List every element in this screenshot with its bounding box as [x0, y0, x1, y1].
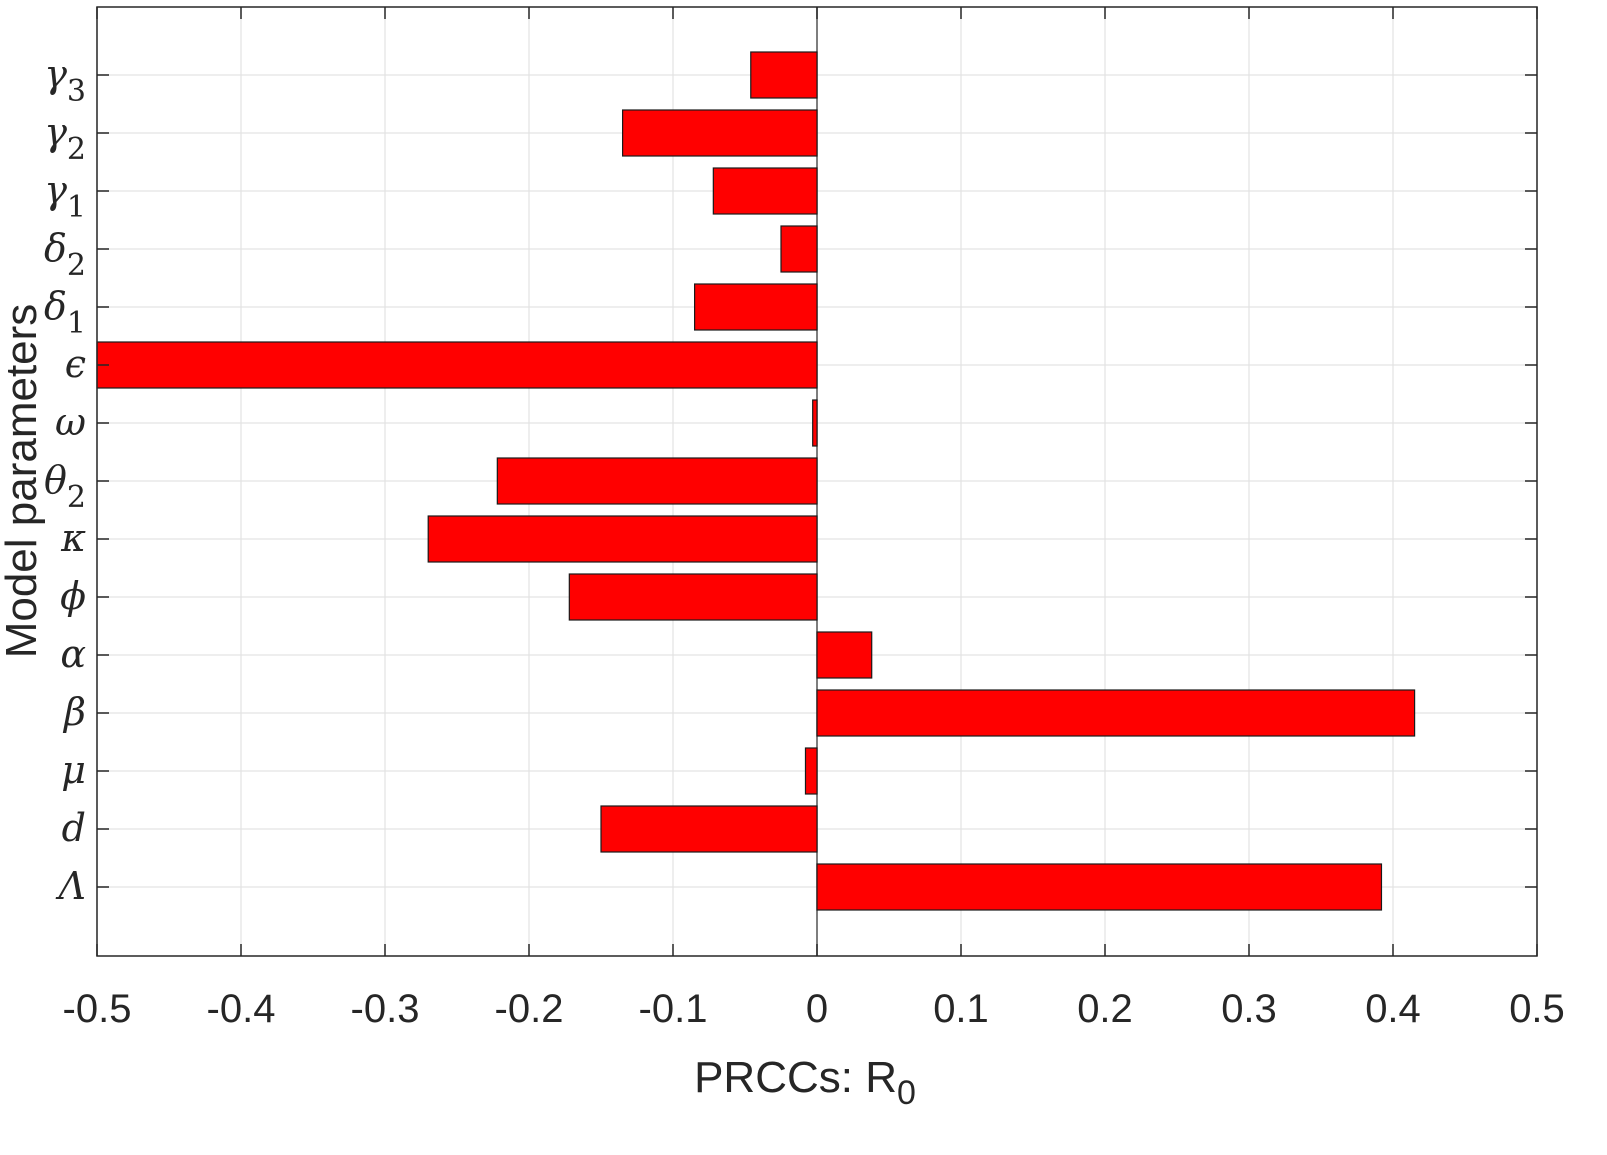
x-axis-title-sub: 0 — [897, 1074, 916, 1112]
x-tick-label: -0.2 — [495, 987, 564, 1031]
y-tick-label-base: θ — [44, 458, 67, 502]
bar — [496, 457, 818, 505]
y-tick-label: α — [60, 632, 86, 676]
bar — [712, 167, 818, 215]
y-tick-label: d — [62, 806, 86, 850]
x-tick-label: -0.3 — [351, 987, 420, 1031]
y-tick-label-base: γ — [44, 52, 67, 96]
bar — [804, 747, 818, 795]
y-tick-label-base: γ — [44, 168, 67, 212]
x-tick-labels: -0.5 -0.4 -0.3 -0.2 -0.1 0 0.1 0.2 0.3 0.4 0.5 — [63, 987, 1565, 1031]
x-tick-label: 0.2 — [1077, 987, 1133, 1031]
y-tick-label-base: ϕ — [60, 574, 86, 618]
y-tick-label-base: γ — [44, 110, 67, 154]
y-tick-label-base: β — [62, 690, 86, 734]
y-axis-title: Model parameters — [0, 304, 46, 659]
y-tick-label: γ2 — [44, 110, 86, 167]
y-tick-label-base: κ — [60, 516, 86, 560]
x-tick-label: 0.5 — [1509, 987, 1565, 1031]
y-tick-label: ϕ — [60, 574, 86, 618]
y-tick-label-base: Λ — [56, 864, 86, 908]
x-tick-label: -0.5 — [63, 987, 132, 1031]
bar — [600, 805, 818, 853]
bar — [812, 399, 818, 447]
y-tick-label: γ3 — [44, 52, 86, 109]
y-tick-label: μ — [61, 748, 86, 792]
y-tick-label: θ2 — [44, 458, 86, 515]
bar — [621, 109, 818, 157]
x-tick-label: 0.3 — [1221, 987, 1277, 1031]
x-axis-title: PRCCs: R0 — [694, 1053, 916, 1112]
y-tick-label-sub: 2 — [67, 132, 86, 167]
y-tick-label: β — [62, 690, 86, 734]
tick-marks — [96, 7, 1538, 956]
y-tick-label: κ — [60, 516, 86, 560]
bar — [816, 863, 1383, 911]
y-tick-label-sub: 2 — [67, 248, 86, 283]
bar — [816, 689, 1416, 737]
bar — [750, 51, 818, 99]
x-tick-label: -0.4 — [207, 987, 276, 1031]
y-tick-label: Λ — [56, 864, 86, 908]
y-tick-label: ω — [55, 400, 86, 444]
y-tick-label-base: δ — [44, 284, 67, 328]
y-tick-label-sub: 3 — [67, 74, 86, 109]
y-tick-label-sub: 2 — [67, 480, 86, 515]
bar — [96, 341, 818, 389]
bar — [816, 631, 873, 679]
x-tick-label: 0.4 — [1365, 987, 1421, 1031]
y-tick-label-sub: 1 — [67, 190, 86, 225]
y-tick-label-base: δ — [44, 226, 67, 270]
bar — [427, 515, 818, 563]
x-tick-label: -0.1 — [639, 987, 708, 1031]
x-axis-title-main: PRCCs: R — [694, 1053, 897, 1102]
bars — [96, 51, 1416, 911]
x-tick-label: 0 — [806, 987, 828, 1031]
y-tick-label: δ1 — [44, 284, 86, 341]
bar — [568, 573, 818, 621]
bar — [693, 283, 818, 331]
y-tick-label: ϵ — [65, 342, 86, 386]
y-tick-label-base: ϵ — [65, 342, 86, 386]
x-tick-label: 0.1 — [933, 987, 989, 1031]
y-tick-label: δ2 — [44, 226, 86, 283]
y-tick-label-base: ω — [55, 400, 86, 444]
y-tick-label: γ1 — [44, 168, 86, 225]
y-tick-label-base: μ — [61, 748, 86, 792]
y-tick-label-sub: 1 — [67, 306, 86, 341]
y-tick-label-base: d — [62, 806, 86, 850]
bar — [780, 225, 818, 273]
y-tick-label-base: α — [60, 632, 86, 676]
